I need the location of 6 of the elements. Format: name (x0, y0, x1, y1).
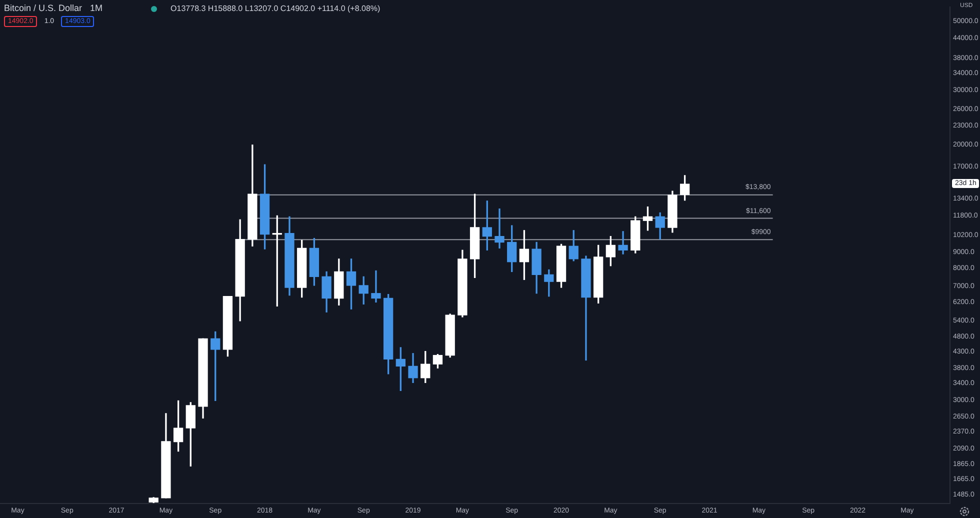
candlestick (618, 231, 628, 254)
annotation: 1M (90, 3, 103, 13)
chart-title: Bitcoin / U.S. Dollar (4, 3, 82, 13)
candlestick (494, 208, 504, 248)
candlestick (371, 270, 381, 303)
chart-subtitle: O13778.3 H15888.0 L13207.0 C14902.0 +1114.0 (+8.08%) (170, 4, 380, 13)
